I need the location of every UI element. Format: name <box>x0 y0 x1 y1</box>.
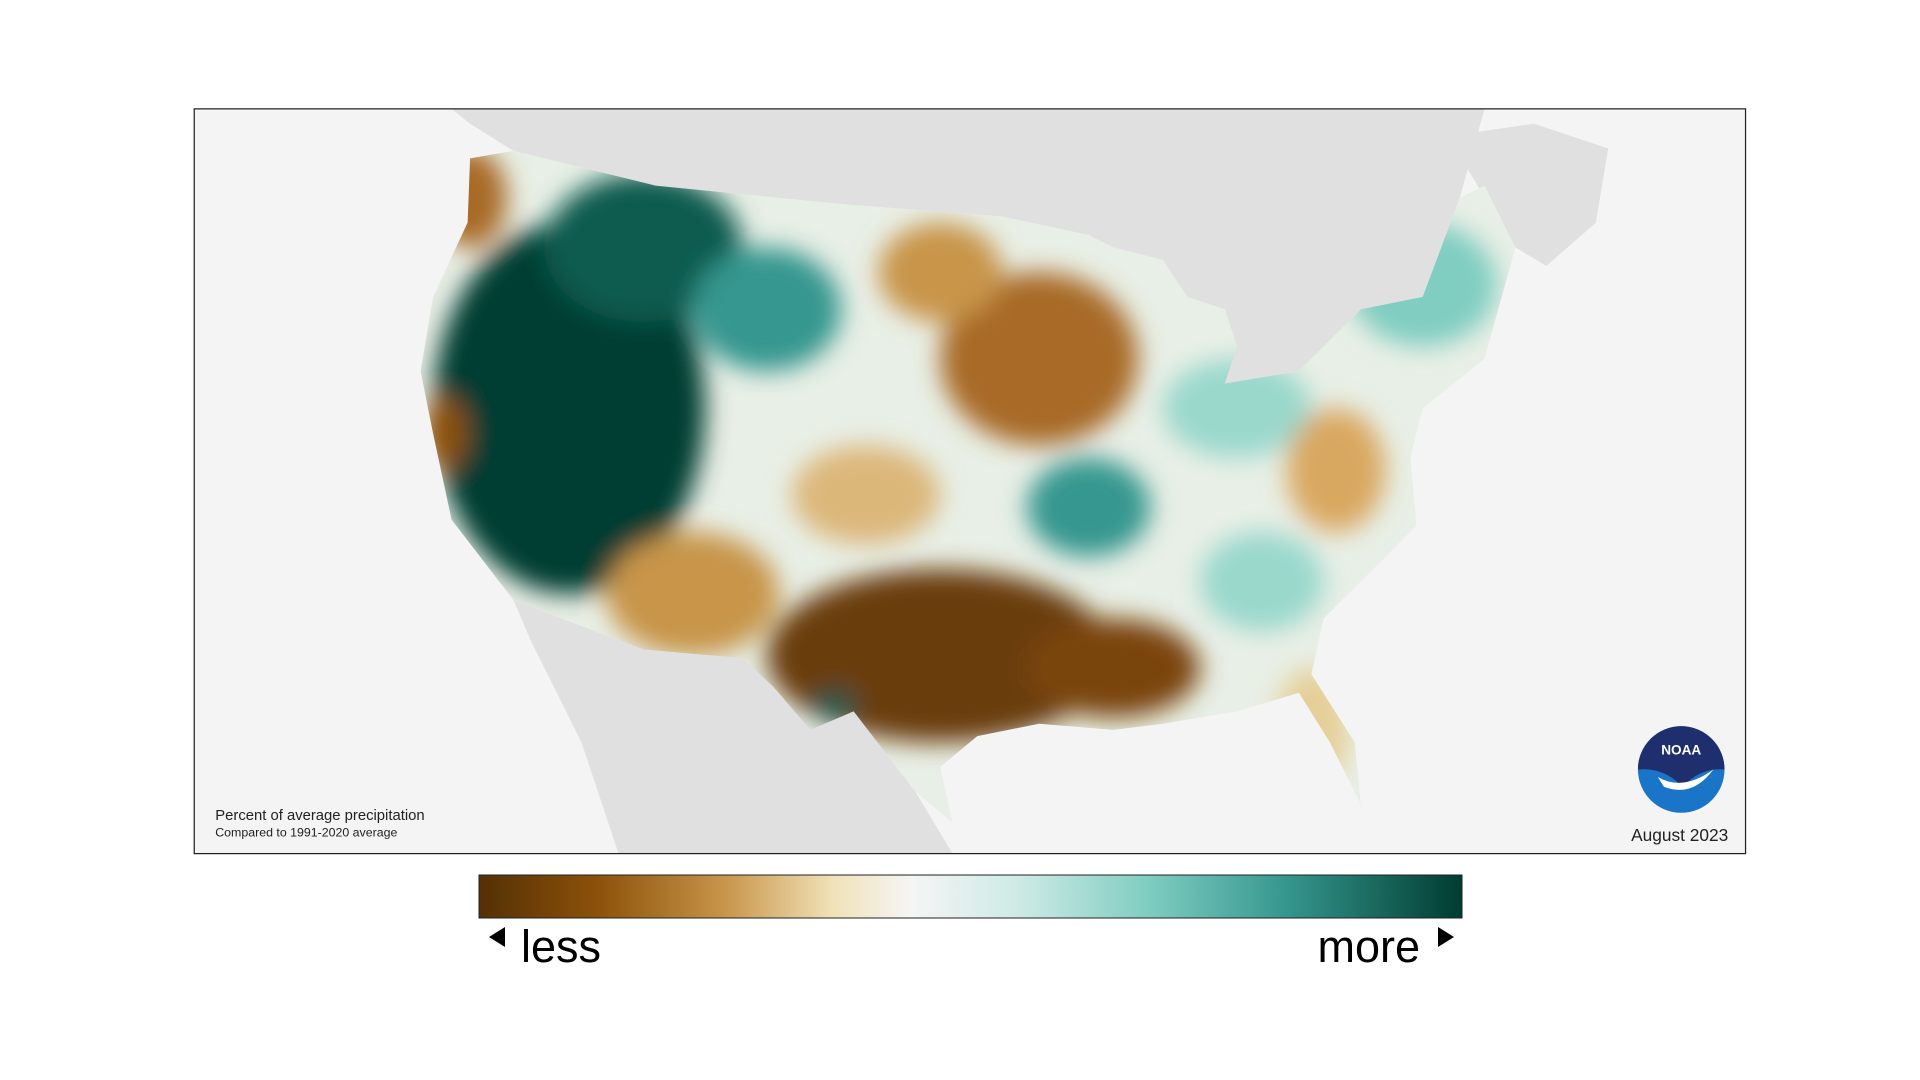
caption-title: Percent of average precipitation <box>215 808 424 824</box>
period-label: August 2023 <box>1631 825 1728 845</box>
map: Percent of average precipitation Compare… <box>193 108 1747 855</box>
map-frame <box>193 108 1747 855</box>
legend-colorbar <box>478 874 1463 919</box>
legend-high: more <box>1317 921 1420 972</box>
noaa-logo: NOAA <box>1637 726 1725 813</box>
mexico <box>513 599 953 854</box>
logo-text: NOAA <box>1661 743 1701 758</box>
legend-low: less <box>521 921 601 972</box>
caption-subtitle: Compared to 1991-2020 average <box>215 825 397 839</box>
canada-east <box>1447 123 1609 266</box>
legend-arrow-left <box>489 927 505 947</box>
legend-arrow-right <box>1438 927 1454 947</box>
